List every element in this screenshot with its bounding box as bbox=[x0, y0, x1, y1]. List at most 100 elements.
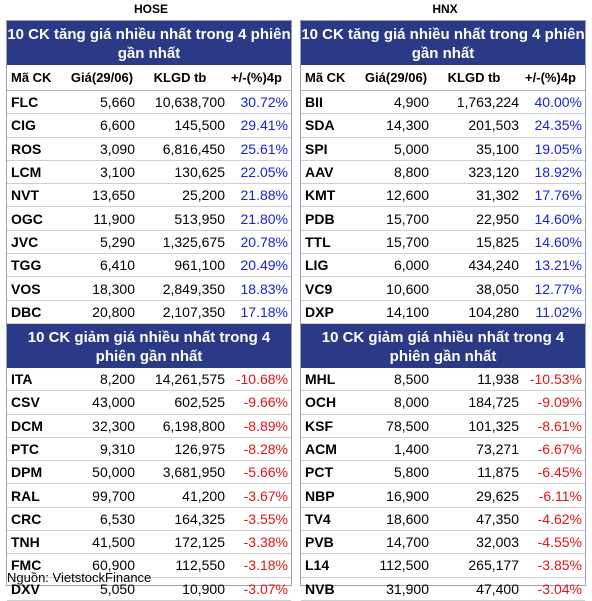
table-row: KSF 78,500 101,325 -8.61% bbox=[301, 415, 585, 438]
volume-cell: 145,500 bbox=[174, 117, 225, 134]
table-row: ROS 3,090 6,816,450 25.61% bbox=[7, 138, 291, 161]
volume-cell: 15,825 bbox=[476, 233, 519, 250]
stock-code: VC9 bbox=[305, 280, 333, 297]
volume-cell: 25,200 bbox=[182, 187, 225, 204]
column-change: +/-(%)4p bbox=[525, 70, 576, 85]
price-cell: 78,500 bbox=[386, 417, 429, 434]
stock-code: AAV bbox=[305, 164, 334, 181]
column-volume: KLGD tb bbox=[153, 70, 207, 85]
stock-code: DCM bbox=[11, 417, 43, 434]
table-row: ACM 1,400 73,271 -6.67% bbox=[301, 438, 585, 462]
change-cell: 17.76% bbox=[534, 187, 582, 204]
table-row: NBP 16,900 29,625 -6.11% bbox=[301, 484, 585, 508]
stock-code: JVC bbox=[11, 233, 39, 250]
price-cell: 3,100 bbox=[99, 164, 135, 181]
change-cell: 18.83% bbox=[240, 280, 288, 297]
price-cell: 8,800 bbox=[393, 164, 429, 181]
hnx-gainers-list: BII 4,900 1,763,224 40.00% SDA 14,300 201,503 2… bbox=[301, 91, 585, 324]
price-cell: 43,000 bbox=[92, 394, 135, 411]
change-cell: -6.45% bbox=[537, 464, 582, 481]
table-row: LIG 6,000 434,240 13.21% bbox=[301, 254, 585, 278]
change-cell: -3.07% bbox=[243, 580, 288, 597]
change-cell: -4.62% bbox=[537, 510, 582, 527]
column-volume: KLGD tb bbox=[447, 70, 501, 85]
price-cell: 18,600 bbox=[386, 510, 429, 527]
stock-code: PCT bbox=[305, 464, 333, 481]
table-row: L14 112,500 265,177 -3.85% bbox=[301, 554, 585, 578]
table-row: RAL 99,700 41,200 -3.67% bbox=[7, 484, 291, 508]
stock-code: ROS bbox=[11, 140, 42, 157]
change-cell: 17.18% bbox=[240, 303, 288, 320]
table-row: PTC 9,310 126,975 -8.28% bbox=[7, 438, 291, 462]
volume-cell: 1,325,675 bbox=[162, 233, 225, 250]
change-cell: -8.61% bbox=[537, 417, 582, 434]
price-cell: 50,000 bbox=[92, 464, 135, 481]
change-cell: -10.68% bbox=[235, 371, 288, 388]
table-row: DXV 5,050 10,900 -3.07% bbox=[7, 578, 291, 601]
stock-code: NVT bbox=[11, 187, 39, 204]
volume-cell: 2,107,350 bbox=[162, 303, 225, 320]
volume-cell: 22,950 bbox=[476, 210, 519, 227]
volume-cell: 112,550 bbox=[175, 557, 225, 574]
change-cell: 30.72% bbox=[240, 94, 288, 111]
table-row: PCT 5,800 11,875 -6.45% bbox=[301, 461, 585, 485]
volume-cell: 10,638,700 bbox=[154, 94, 225, 111]
change-cell: -10.53% bbox=[529, 371, 582, 388]
hnx-gain-title: 10 CK tăng giá nhiều nhất trong 4 phiên … bbox=[301, 21, 585, 65]
column-price: Giá(29/06) bbox=[70, 70, 134, 85]
table-row: TTL 15,700 15,825 14.60% bbox=[301, 231, 585, 255]
change-cell: 11.02% bbox=[535, 303, 582, 320]
stock-code: SDA bbox=[305, 117, 335, 134]
change-cell: 40.00% bbox=[534, 94, 582, 111]
price-cell: 11,900 bbox=[93, 210, 135, 227]
table-row: SDA 14,300 201,503 24.35% bbox=[301, 114, 585, 138]
hose-losers-list: ITA 8,200 14,261,575 -10.68% CSV 43,000 602,52… bbox=[7, 368, 291, 601]
hose-gainers-list: FLC 5,660 10,638,700 30.72% CIG 6,600 145,500 2… bbox=[7, 91, 291, 324]
hnx-label: HNX bbox=[432, 2, 458, 16]
volume-cell: 126,975 bbox=[174, 441, 225, 457]
change-cell: 21.80% bbox=[240, 210, 288, 227]
table-row: ITA 8,200 14,261,575 -10.68% bbox=[7, 368, 291, 392]
stock-code: SPI bbox=[305, 140, 328, 157]
stock-code: PTC bbox=[11, 441, 39, 457]
volume-cell: 172,125 bbox=[174, 534, 225, 551]
volume-cell: 6,816,450 bbox=[162, 140, 225, 157]
change-cell: 13.21% bbox=[534, 257, 582, 274]
table-row: FLC 5,660 10,638,700 30.72% bbox=[7, 91, 291, 115]
volume-cell: 323,120 bbox=[468, 164, 519, 181]
change-cell: -3.18% bbox=[243, 557, 288, 574]
volume-cell: 47,400 bbox=[476, 580, 519, 597]
stock-code: LCM bbox=[11, 164, 42, 181]
change-cell: -9.09% bbox=[537, 394, 582, 411]
price-cell: 6,600 bbox=[99, 117, 135, 134]
change-cell: -3.85% bbox=[537, 557, 582, 574]
volume-cell: 35,100 bbox=[476, 140, 519, 157]
stock-code: KSF bbox=[305, 417, 333, 434]
table-row: NVT 13,650 25,200 21.88% bbox=[7, 184, 291, 208]
hose-label: HOSE bbox=[133, 2, 168, 16]
change-cell: 19.05% bbox=[534, 140, 582, 157]
change-cell: 18.92% bbox=[534, 164, 582, 181]
table-row: LCM 3,100 130,625 22.05% bbox=[7, 161, 291, 185]
change-cell: -3.38% bbox=[243, 534, 288, 551]
volume-cell: 38,050 bbox=[476, 280, 519, 297]
table-row: KMT 12,600 31,302 17.76% bbox=[301, 184, 585, 208]
volume-cell: 73,271 bbox=[476, 441, 519, 457]
table-row: OCH 8,000 184,725 -9.09% bbox=[301, 391, 585, 415]
price-cell: 8,200 bbox=[99, 371, 135, 388]
column-code: Mã CK bbox=[11, 70, 52, 85]
price-cell: 10,600 bbox=[386, 280, 429, 297]
stock-code: OCH bbox=[305, 394, 337, 411]
price-cell: 6,530 bbox=[99, 510, 135, 527]
price-cell: 5,290 bbox=[99, 233, 135, 250]
volume-cell: 3,681,950 bbox=[162, 464, 225, 481]
stock-code: TNH bbox=[11, 534, 40, 551]
volume-cell: 434,240 bbox=[468, 257, 519, 274]
price-cell: 9,310 bbox=[99, 441, 135, 457]
table-row: BII 4,900 1,763,224 40.00% bbox=[301, 91, 585, 115]
stock-code: TGG bbox=[11, 257, 42, 274]
price-cell: 1,400 bbox=[393, 441, 429, 457]
hose-panel: 10 CK tăng giá nhiều nhất trong 4 phiên … bbox=[6, 20, 292, 601]
change-cell: -8.89% bbox=[243, 417, 288, 434]
stock-code: TTL bbox=[305, 233, 331, 250]
